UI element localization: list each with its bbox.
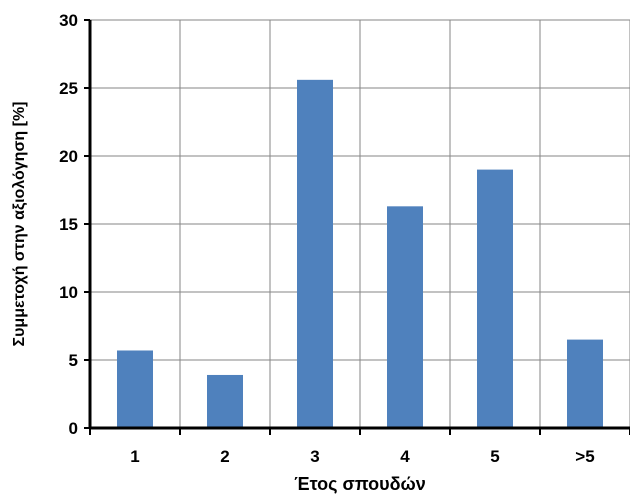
- x-tick-label: 5: [490, 447, 499, 466]
- y-tick-labels: 0 5 10 15 20 25 30: [59, 11, 78, 438]
- y-tick-label: 0: [69, 419, 78, 438]
- bar-3: [297, 79, 333, 428]
- x-axis-title: Έτος σπουδών: [294, 474, 425, 494]
- bars: [117, 79, 603, 428]
- y-tick-label: 10: [59, 283, 78, 302]
- bar-4: [387, 206, 423, 428]
- y-tick-label: 30: [59, 11, 78, 30]
- x-tick-label: >5: [575, 447, 594, 466]
- y-tick-label: 20: [59, 147, 78, 166]
- axes: [84, 19, 630, 435]
- x-tick-label: 4: [400, 447, 410, 466]
- x-tick-labels: 1 2 3 4 5 >5: [130, 447, 594, 466]
- bar-5: [477, 169, 513, 428]
- bar-gt5: [567, 339, 603, 428]
- x-tick-label: 2: [220, 447, 229, 466]
- y-tick-label: 15: [59, 215, 78, 234]
- x-tick-label: 1: [130, 447, 139, 466]
- grid: [90, 19, 630, 428]
- y-tick-label: 25: [59, 79, 78, 98]
- y-axis-title: Συμμετοχή στην αξιολόγηση [%]: [11, 102, 28, 347]
- x-tick-label: 3: [310, 447, 319, 466]
- bar-1: [117, 350, 153, 428]
- y-tick-label: 5: [69, 351, 78, 370]
- bar-2: [207, 374, 243, 428]
